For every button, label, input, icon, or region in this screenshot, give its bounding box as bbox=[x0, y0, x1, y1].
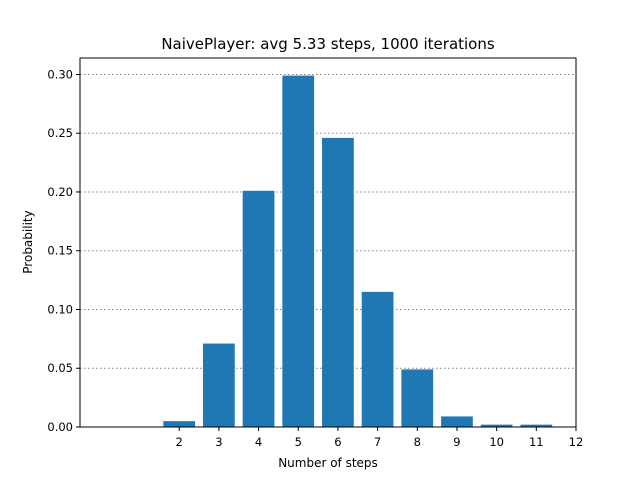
x-tick-label: 7 bbox=[374, 435, 381, 449]
x-tick-label: 4 bbox=[255, 435, 262, 449]
x-tick-label: 3 bbox=[215, 435, 222, 449]
bar-11 bbox=[520, 424, 553, 427]
y-tick-label: 0.25 bbox=[47, 126, 73, 140]
y-tick-label: 0.05 bbox=[47, 361, 73, 375]
bar-3 bbox=[203, 343, 235, 427]
bar-6 bbox=[322, 137, 354, 427]
bar-9 bbox=[441, 416, 473, 427]
bar-4 bbox=[242, 190, 275, 427]
plot-frame bbox=[79, 57, 577, 428]
y-tick-label: 0.10 bbox=[47, 302, 73, 316]
x-axis-label: Number of steps bbox=[278, 456, 378, 470]
y-tick-label: 0.30 bbox=[47, 67, 73, 81]
x-tick-label: 8 bbox=[414, 435, 421, 449]
x-tick-label: 11 bbox=[529, 435, 544, 449]
bar-7 bbox=[361, 291, 394, 427]
y-tick-label: 0.00 bbox=[47, 420, 73, 434]
x-tick-label: 10 bbox=[489, 435, 504, 449]
x-tick-label: 2 bbox=[176, 435, 183, 449]
y-axis-label: Probability bbox=[21, 210, 35, 273]
x-tick-label: 6 bbox=[334, 435, 341, 449]
bar-5 bbox=[282, 75, 315, 428]
x-axis-ticks: 2 3 4 5 6 7 8 9 10 11 12 bbox=[176, 427, 584, 449]
bars bbox=[163, 75, 553, 428]
bar-2 bbox=[163, 421, 196, 427]
y-axis-ticks: 0.00 0.05 0.10 0.15 0.20 0.25 0.30 bbox=[47, 67, 80, 434]
y-tick-label: 0.20 bbox=[47, 185, 73, 199]
bar-8 bbox=[401, 369, 434, 427]
y-tick-label: 0.15 bbox=[47, 244, 73, 258]
chart-title: NaivePlayer: avg 5.33 steps, 1000 iterat… bbox=[161, 35, 495, 53]
x-tick-label: 12 bbox=[569, 435, 584, 449]
x-tick-label: 5 bbox=[295, 435, 302, 449]
x-tick-label: 9 bbox=[453, 435, 460, 449]
axes bbox=[79, 57, 577, 428]
bar-10 bbox=[480, 424, 513, 427]
